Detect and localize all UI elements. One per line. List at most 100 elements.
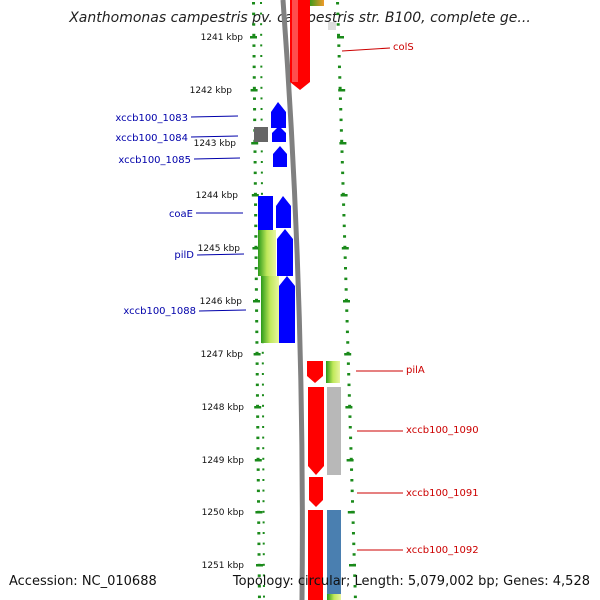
gene-block-xccb100-1090-gray[interactable] [327, 387, 341, 475]
gene-label-xccb100-1090[interactable]: xccb100_1090 [406, 425, 479, 436]
ruler-tick-left [252, 247, 260, 250]
gene-block-xccb100-1088-gradient[interactable] [261, 276, 279, 343]
track-dot [349, 447, 353, 450]
gene-label-xccb100-1083[interactable]: xccb100_1083 [115, 113, 188, 124]
ruler-tick-left [251, 142, 259, 145]
track-dot [256, 415, 260, 418]
gene-arrow-xccb100-1083[interactable] [271, 102, 286, 128]
gene-label-cols[interactable]: colS [393, 42, 414, 53]
genome-summary-text: Topology: circular; Length: 5,079,002 bp… [232, 574, 590, 589]
track-dot [260, 97, 263, 100]
track-dot [256, 468, 260, 471]
gene-label-xccb100-1085[interactable]: xccb100_1085 [118, 155, 191, 166]
leader-xccb100-1088 [198, 309, 247, 312]
gene-arrow-pild[interactable] [277, 229, 293, 276]
track-dot [260, 65, 263, 68]
track-dot [336, 23, 340, 26]
track-dot [349, 436, 353, 440]
gene-arrow-xccb100-1090[interactable] [308, 387, 324, 475]
track-dot [347, 394, 351, 397]
track-dot [261, 383, 264, 386]
track-dot [261, 362, 264, 365]
leader-xccb100-1085 [193, 157, 241, 160]
ruler-label-1249: 1249 kbp [202, 456, 245, 466]
track-dot [255, 362, 259, 365]
track-dot [340, 161, 344, 164]
ruler-label-1248: 1248 kbp [202, 403, 245, 413]
track-dot [260, 23, 263, 26]
track-dot [256, 447, 260, 450]
ruler-label-1241: 1241 kbp [201, 33, 244, 43]
ruler-tick-left [255, 511, 263, 514]
genome-backbone [280, 0, 305, 600]
track-dot [254, 256, 258, 259]
gene-label-xccb100-1084[interactable]: xccb100_1084 [115, 133, 188, 144]
track-dot [252, 97, 256, 100]
ruler-label-1245: 1245 kbp [198, 244, 241, 254]
track-dot [262, 479, 265, 481]
track-dot [257, 542, 261, 546]
track-dot [262, 553, 265, 556]
gene-arrow-coae[interactable] [276, 196, 291, 228]
track-dot [253, 150, 257, 153]
ruler-tick-right [340, 194, 348, 197]
ruler-label-1243: 1243 kbp [194, 139, 237, 149]
gene-arrow-xccb100-1088[interactable] [279, 276, 295, 343]
ruler-tick-right [344, 353, 352, 356]
gene-label-coae[interactable]: coaE [169, 209, 193, 220]
track-dot [260, 182, 263, 185]
gene-label-xccb100-1091[interactable]: xccb100_1091 [406, 488, 479, 499]
track-dot [351, 532, 355, 535]
track-dot [254, 203, 258, 206]
track-dot [339, 129, 343, 132]
track-dot [337, 44, 341, 47]
gene-block-xccb100-1084-gray[interactable] [254, 127, 268, 142]
track-dot [256, 489, 260, 493]
ruler-tick-right [345, 406, 353, 409]
track-dot [262, 532, 265, 534]
gene-block-xccb100-1092-red[interactable] [308, 510, 323, 600]
track-dot [337, 33, 341, 37]
ruler-tick-left [251, 194, 259, 197]
gene-label-xccb100-1088[interactable]: xccb100_1088 [123, 306, 196, 317]
track-dot [341, 182, 345, 185]
gene-block-coae[interactable] [258, 196, 273, 230]
track-dot [350, 468, 354, 471]
gene-label-xccb100-1092[interactable]: xccb100_1092 [406, 545, 479, 556]
track-dot [252, 76, 256, 79]
ruler-tick-right [349, 564, 356, 567]
track-dot [345, 330, 349, 334]
ruler-tick-right [346, 459, 354, 462]
gene-arrow-xccb100-1091[interactable] [309, 477, 323, 507]
track-dot [262, 500, 265, 503]
gene-label-pila[interactable]: pilA [406, 365, 425, 376]
gene-arrow-pila[interactable] [307, 361, 323, 383]
track-dot [262, 447, 265, 450]
track-dot [339, 118, 343, 122]
track-dot [260, 150, 263, 153]
track-dot [260, 118, 263, 121]
gene-block-pila-gradient[interactable] [326, 361, 340, 383]
track-dot [340, 150, 344, 153]
ruler-tick-left [250, 89, 258, 92]
gene-block-xccb100-1092-blue[interactable] [327, 510, 341, 600]
ruler-tick-left [250, 36, 257, 39]
gene-arrow-xccb100-1084[interactable] [272, 126, 286, 142]
track-dot [255, 320, 259, 323]
track-dot [350, 489, 354, 493]
track-dot [336, 2, 340, 5]
track-dot [262, 563, 265, 566]
track-dot [262, 426, 265, 428]
gene-arrow-xccb100-1085[interactable] [273, 146, 287, 167]
track-dot [260, 161, 263, 163]
ruler-tick-right [341, 247, 349, 250]
track-dot [346, 362, 350, 365]
track-dot [253, 161, 257, 164]
track-dot [254, 288, 258, 291]
track-dot [253, 171, 257, 175]
gene-label-pild[interactable]: pilD [174, 250, 194, 261]
track-dot [262, 404, 265, 407]
gene-block-pild-gradient[interactable] [258, 230, 276, 276]
track-dot [257, 500, 261, 503]
